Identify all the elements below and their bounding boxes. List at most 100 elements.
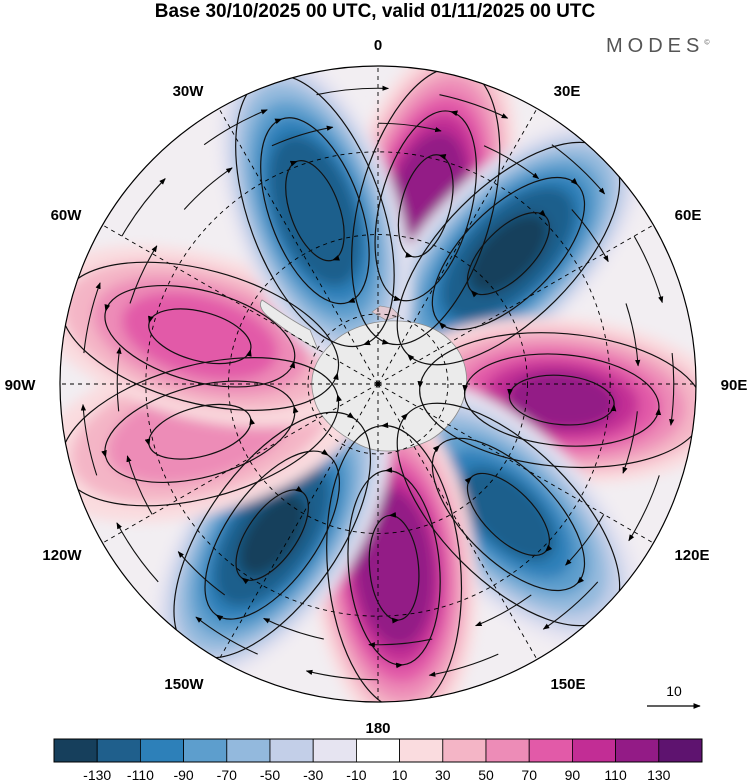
streamline xyxy=(411,154,454,258)
streamline xyxy=(380,422,463,702)
anomaly-contour xyxy=(468,213,549,294)
streamline xyxy=(565,514,605,566)
streamline xyxy=(144,403,252,447)
latitude-circle xyxy=(145,151,611,617)
streamline xyxy=(285,160,334,262)
streamline xyxy=(507,374,615,405)
streamline xyxy=(263,617,324,640)
streamline xyxy=(129,245,158,304)
streamline xyxy=(173,411,355,653)
lon-label-90e: 90E xyxy=(721,377,748,394)
colorbar-tick-label: -50 xyxy=(260,767,280,783)
streamline xyxy=(347,470,404,669)
streamline xyxy=(407,152,621,366)
streamline xyxy=(121,178,166,237)
anomaly-contour xyxy=(507,371,617,429)
streamline-group xyxy=(396,141,621,366)
colorbar-tick-label: 90 xyxy=(565,767,581,783)
colorbar-tick-label: -70 xyxy=(217,767,237,783)
latitude-circle xyxy=(228,234,528,534)
colorbar-tick-label: -110 xyxy=(127,767,154,783)
streamline xyxy=(105,405,299,483)
latitude-circle xyxy=(307,313,449,455)
streamline xyxy=(628,475,660,542)
streamline xyxy=(83,282,101,354)
colorbar-swatch xyxy=(355,738,400,763)
colorbar: -130 -110 -90 -70 -50 -30 -10 10 30 50 70 90 110 130 xyxy=(53,738,703,783)
colorbar-tick-label: 30 xyxy=(435,767,451,783)
anomaly-contour xyxy=(461,467,556,562)
colorbar-swatch xyxy=(615,738,660,763)
streamline xyxy=(296,160,345,261)
map-title: Base 30/10/2025 00 UTC, valid 01/11/2025… xyxy=(154,1,596,22)
colorbar-swatch xyxy=(399,738,444,763)
streamline xyxy=(215,454,341,622)
copyright-mark: © xyxy=(704,39,710,47)
streamline xyxy=(396,413,610,627)
streamline xyxy=(571,209,609,263)
streamline xyxy=(396,141,610,355)
streamline xyxy=(203,109,268,146)
colorbar-swatch xyxy=(485,738,530,763)
streamline xyxy=(470,472,553,553)
streamline xyxy=(377,122,442,133)
colorbar-swatch xyxy=(96,738,141,763)
anomaly-contour xyxy=(238,494,306,576)
lon-label-150e: 150E xyxy=(550,676,585,693)
colorbar-frame xyxy=(53,738,703,763)
colorbar-tick-label: 110 xyxy=(604,767,627,783)
streamline xyxy=(148,417,255,460)
colorbar-swatch xyxy=(226,738,271,763)
streamline xyxy=(463,391,662,447)
streamline xyxy=(439,94,509,119)
streamline-group xyxy=(173,411,371,659)
colorbar-swatch xyxy=(572,738,617,763)
meridian-line xyxy=(218,108,379,385)
streamline xyxy=(475,594,532,627)
streamline-group xyxy=(235,74,395,348)
colorbar-tick-label: -10 xyxy=(346,767,366,783)
vector-scale-label: 10 xyxy=(666,683,682,699)
meridian-line xyxy=(377,108,538,385)
streamline xyxy=(542,581,599,630)
modes-logo: MODES© xyxy=(606,35,710,58)
colorbar-swatch xyxy=(528,738,573,763)
streamline xyxy=(60,357,339,470)
streamline xyxy=(470,216,550,298)
streamline xyxy=(148,322,252,365)
colorbar-tick-label: 10 xyxy=(392,767,408,783)
streamline xyxy=(428,653,499,677)
anomaly-contour xyxy=(268,135,361,287)
streamline xyxy=(281,117,370,303)
wind-streamlines xyxy=(60,66,696,702)
streamline xyxy=(101,380,295,458)
streamline xyxy=(388,512,420,621)
meridian-line xyxy=(377,383,538,660)
south-pole-marker xyxy=(375,381,381,387)
map-boundary xyxy=(59,65,697,703)
streamline xyxy=(148,308,252,351)
streamline xyxy=(177,551,226,596)
streamline xyxy=(241,491,309,585)
streamline xyxy=(388,67,501,346)
streamline xyxy=(483,145,540,179)
lon-label-90w: 90W xyxy=(5,377,37,394)
meridian-line xyxy=(377,224,654,385)
streamline xyxy=(260,118,349,305)
brand-name: MODES xyxy=(606,35,705,57)
lon-label-0: 0 xyxy=(374,37,382,54)
streamline xyxy=(462,353,660,409)
graticule xyxy=(60,66,696,702)
streamline xyxy=(61,394,342,507)
streamline-group xyxy=(60,357,342,507)
anomaly-lobe xyxy=(153,388,391,683)
colorbar-tick-label: -90 xyxy=(173,767,193,783)
lon-label-30w: 30W xyxy=(173,83,205,100)
colorbar-swatch xyxy=(183,738,228,763)
streamline xyxy=(368,638,433,648)
colorbar-swatch xyxy=(312,738,357,763)
lon-label-60w: 60W xyxy=(51,207,83,224)
vector-scale: 10 xyxy=(647,683,701,709)
lon-label-30e: 30E xyxy=(554,83,581,100)
map-disk xyxy=(60,66,696,702)
